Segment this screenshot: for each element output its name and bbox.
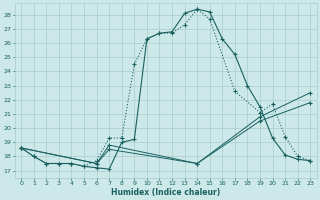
X-axis label: Humidex (Indice chaleur): Humidex (Indice chaleur) [111,188,220,197]
